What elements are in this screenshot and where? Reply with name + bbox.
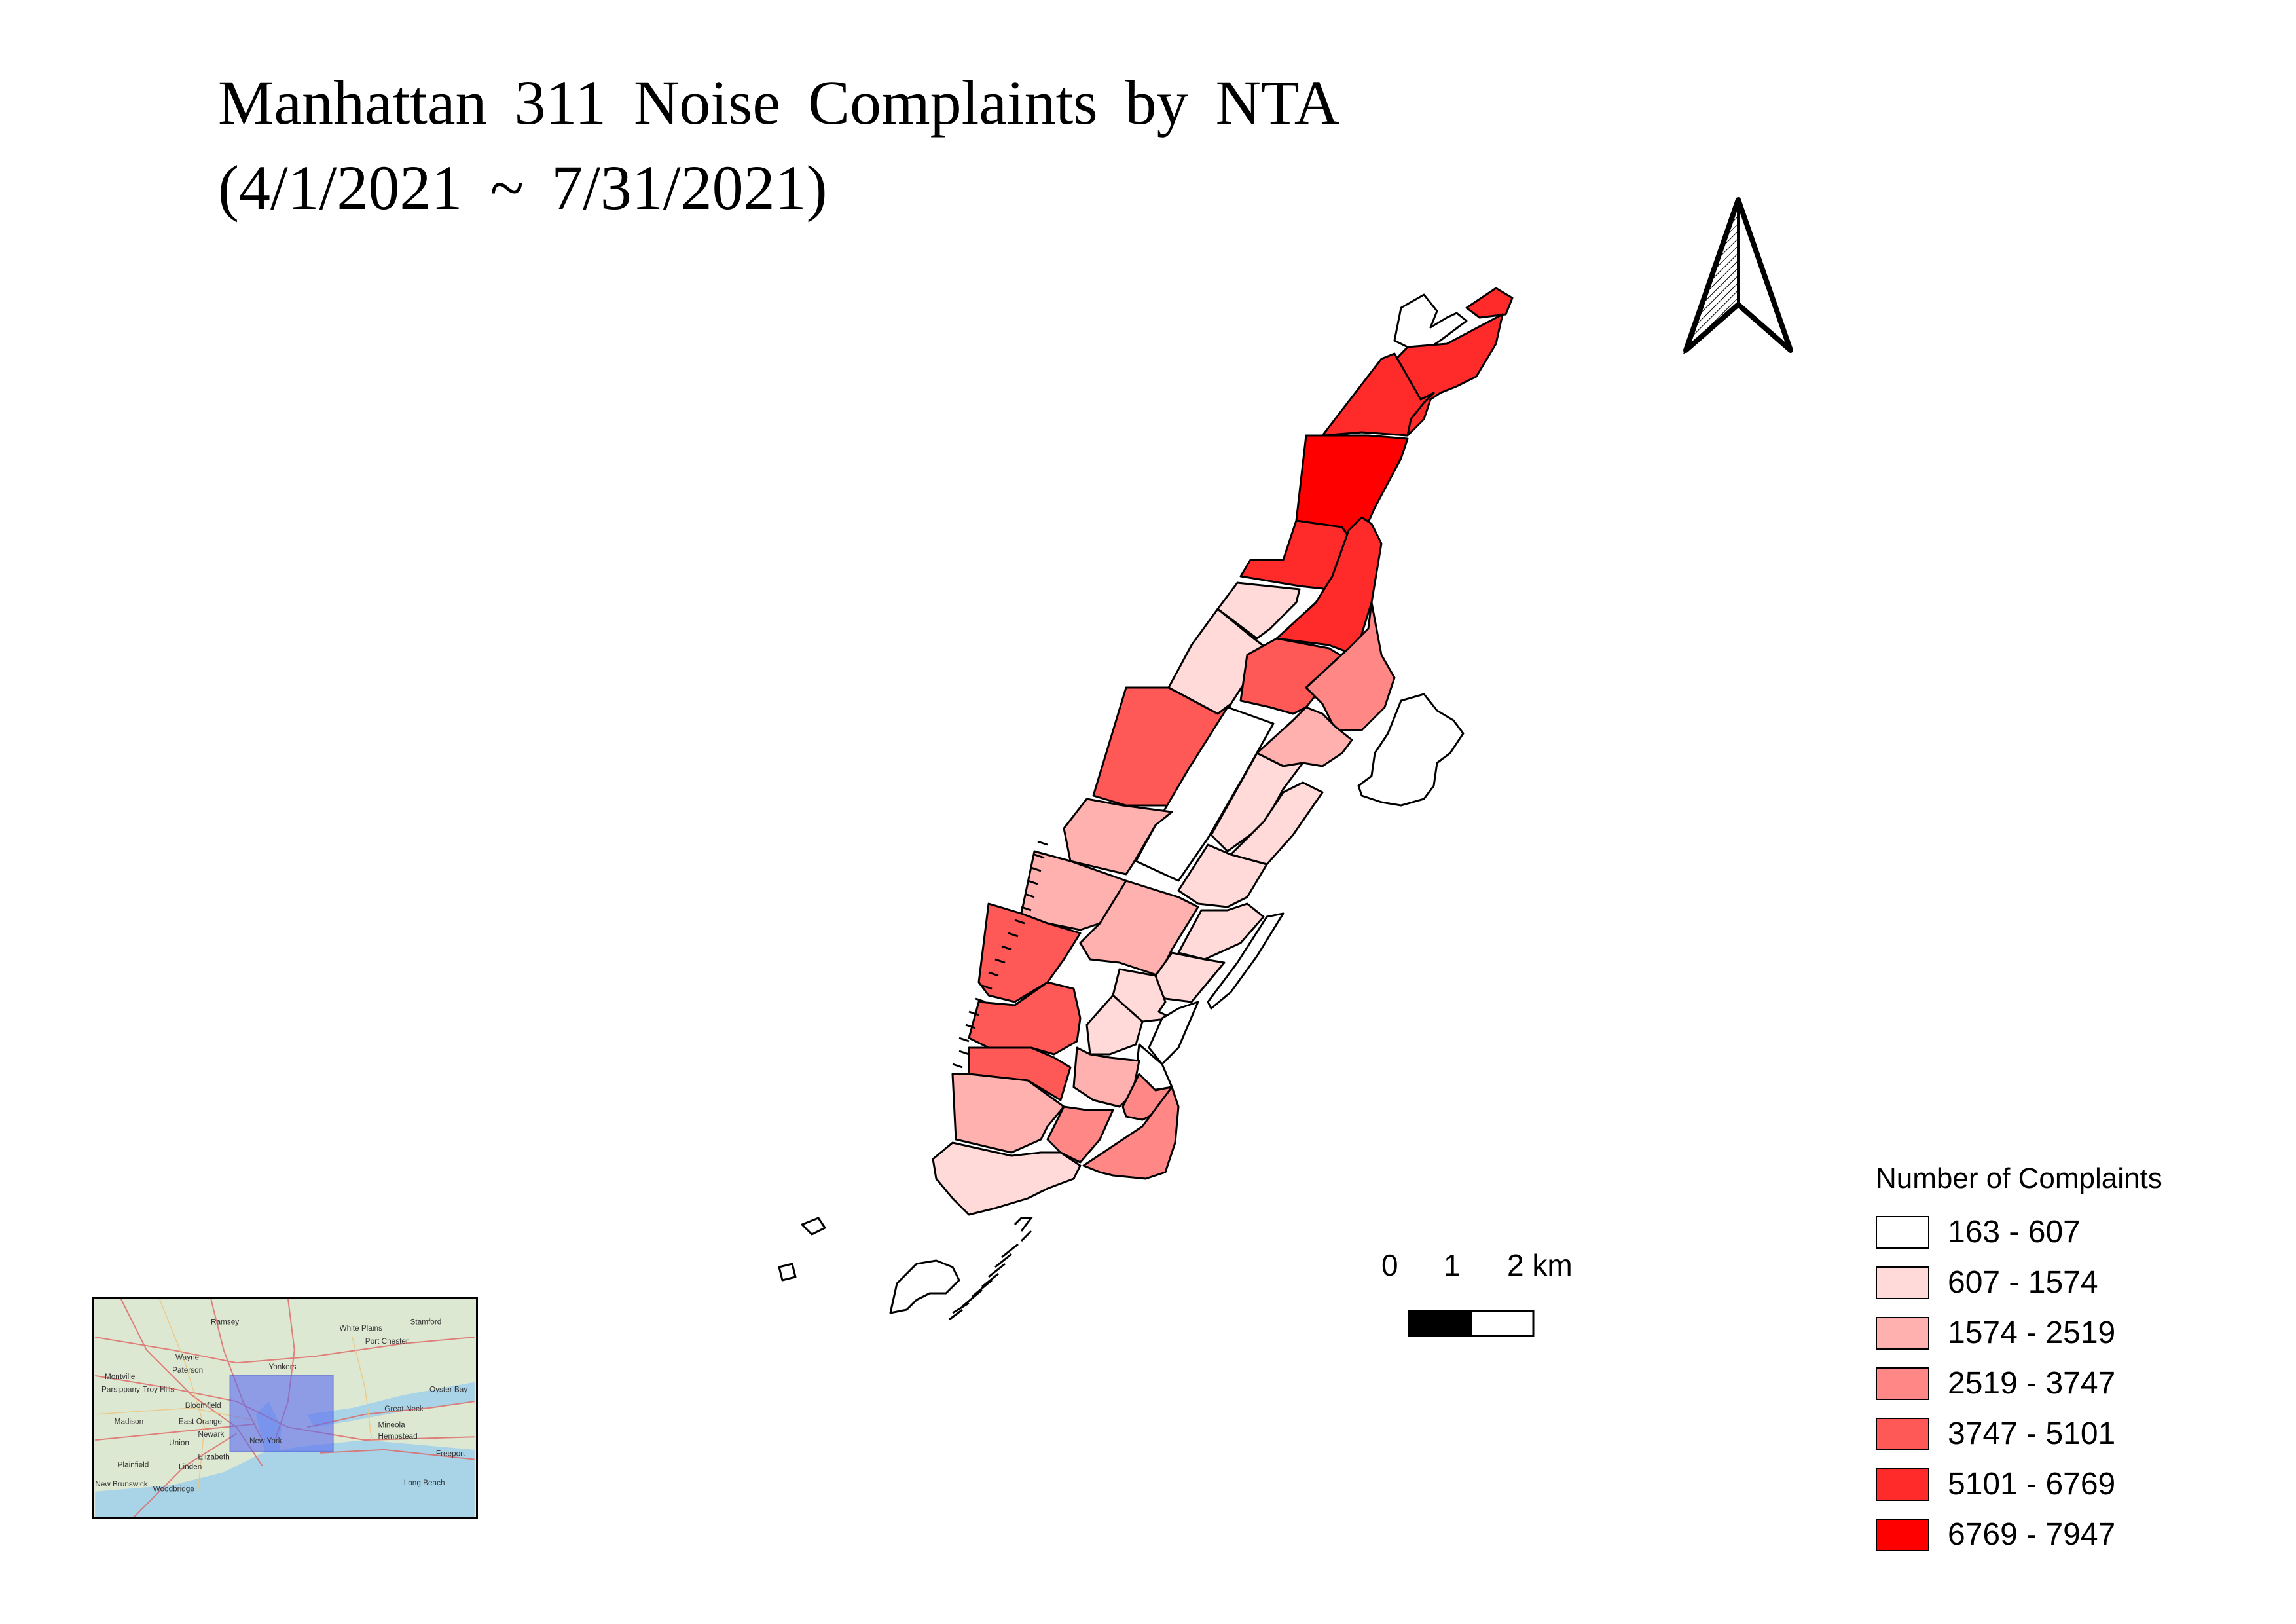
inset-label-yonkers: Yonkers <box>268 1363 296 1371</box>
legend-item: 607 - 1574 <box>1876 1257 2242 1308</box>
inset-label-white-plains: White Plains <box>340 1324 383 1333</box>
inset-label-woodbridge: Woodbridge <box>153 1485 195 1494</box>
nta-central-park[interactable] <box>1135 706 1275 882</box>
inset-label-ramsey: Ramsey <box>211 1318 239 1326</box>
legend-swatch <box>1876 1266 1929 1299</box>
legend-label: 6769 - 7947 <box>1948 1517 2116 1552</box>
north-arrow-icon <box>1683 197 1793 355</box>
map-title-line-2: (4/1/2021 ~ 7/31/2021) <box>218 153 828 223</box>
map-title-line-1: Manhattan 311 Noise Complaints by NTA <box>218 67 1340 138</box>
nta-battery-park-financial-district[interactable] <box>932 1141 1082 1216</box>
inset-label-great-neck: Great Neck <box>384 1405 424 1413</box>
scale-bar: 0 1 2 km <box>1381 1247 1604 1346</box>
scale-label-1: 1 <box>1444 1248 1461 1282</box>
inset-label-east-orange: East Orange <box>179 1418 223 1426</box>
inset-label-hempstead: Hempstead <box>378 1432 417 1441</box>
inset-label-wayne: Wayne <box>175 1353 200 1361</box>
inset-label-parsippany: Parsippany-Troy Hills <box>101 1385 174 1393</box>
legend-label: 163 - 607 <box>1948 1215 2081 1249</box>
nta-governors-island[interactable] <box>889 1259 960 1314</box>
inset-label-montville: Montville <box>105 1373 136 1381</box>
legend-title: Number of Complaints <box>1876 1162 2162 1194</box>
legend-label: 2519 - 3747 <box>1948 1366 2116 1401</box>
legend-label: 607 - 1574 <box>1948 1265 2098 1300</box>
pier <box>952 840 1048 1069</box>
nta-east-harlem-north[interactable] <box>1305 601 1396 731</box>
nta-washington-heights-south[interactable] <box>1295 434 1409 538</box>
inset-label-mineola: Mineola <box>378 1420 405 1429</box>
inset-label-linden: Linden <box>179 1462 202 1471</box>
inset-locator-map: Stamford Yonkers Paterson White Plains P… <box>92 1297 478 1519</box>
nta-hamilton-heights[interactable] <box>1239 519 1350 591</box>
legend-swatch <box>1876 1467 1929 1501</box>
nta-yorkville[interactable] <box>1230 781 1324 866</box>
pier <box>949 1217 1033 1321</box>
legend: Number of Complaints 163 - 607 607 - 1574… <box>1876 1162 2242 1560</box>
legend-swatch <box>1876 1316 1929 1350</box>
legend-item: 2519 - 3747 <box>1876 1358 2242 1409</box>
nta-ellis-island[interactable] <box>778 1263 797 1282</box>
nta-inwood-north[interactable] <box>1465 287 1514 319</box>
map-title: Manhattan 311 Noise Complaints by NTA (4… <box>218 60 1339 231</box>
inset-label-stamford: Stamford <box>410 1318 442 1326</box>
inset-map-graphic: Stamford Yonkers Paterson White Plains P… <box>95 1299 475 1517</box>
inset-label-newark: Newark <box>198 1430 224 1439</box>
legend-swatch <box>1876 1518 1929 1551</box>
inset-label-elizabeth: Elizabeth <box>198 1453 229 1462</box>
legend-swatch <box>1876 1215 1929 1249</box>
nta-gramercy[interactable] <box>1085 994 1144 1056</box>
nta-manhattanville[interactable] <box>1216 581 1301 640</box>
legend-item: 5101 - 6769 <box>1876 1459 2242 1509</box>
nta-turtle-bay[interactable] <box>1177 902 1265 961</box>
legend-item: 163 - 607 <box>1876 1207 2242 1257</box>
legend-item: 3747 - 5101 <box>1876 1409 2242 1459</box>
inset-label-oyster-bay: Oyster Bay <box>429 1385 467 1393</box>
nta-liberty-island[interactable] <box>801 1217 826 1236</box>
nta-chinatown[interactable] <box>1046 1105 1114 1164</box>
inset-label-union: Union <box>169 1439 189 1447</box>
nta-kips-bay[interactable] <box>1148 1001 1199 1065</box>
nta-randalls-island[interactable] <box>1357 693 1465 807</box>
nta-chelsea[interactable] <box>968 981 1082 1056</box>
scale-bar-graphic <box>1408 1310 1535 1337</box>
legend-swatch <box>1876 1417 1929 1450</box>
inset-label-long-beach: Long Beach <box>404 1479 445 1487</box>
inset-label-paterson: Paterson <box>172 1366 203 1375</box>
legend-label: 5101 - 6769 <box>1948 1467 2116 1502</box>
legend-items: 163 - 607 607 - 1574 1574 - 2519 2519 - 374… <box>1876 1207 2242 1560</box>
nta-upper-west-side-south[interactable] <box>1063 798 1173 876</box>
scale-label-0: 0 <box>1381 1248 1398 1282</box>
scale-label-2: 2 km <box>1507 1248 1573 1282</box>
legend-item: 1574 - 2519 <box>1876 1308 2242 1358</box>
inset-label-freeport: Freeport <box>436 1450 465 1458</box>
inset-label-new-york: New York <box>249 1437 282 1445</box>
legend-swatch <box>1876 1367 1929 1400</box>
inset-label-bloomfield: Bloomfield <box>185 1401 221 1410</box>
nta-washington-heights-north[interactable] <box>1321 352 1435 437</box>
nta-lower-east-side[interactable] <box>1082 1086 1180 1180</box>
nta-soho-tribeca[interactable] <box>951 1073 1065 1154</box>
inset-label-new-brunswick: New Brunswick <box>95 1480 148 1488</box>
nta-hudson-yards[interactable] <box>977 902 1082 1003</box>
inset-label-madison: Madison <box>115 1418 143 1426</box>
nta-midtown-north[interactable] <box>1079 879 1199 977</box>
nta-lenox-hill[interactable] <box>1177 843 1268 908</box>
legend-label: 3747 - 5101 <box>1948 1416 2116 1451</box>
nta-roosevelt-island[interactable] <box>1207 912 1285 1010</box>
legend-label: 1574 - 2519 <box>1948 1316 2116 1350</box>
legend-item: 6769 - 7947 <box>1876 1509 2242 1560</box>
inset-label-port-chester: Port Chester <box>365 1337 409 1346</box>
inset-label-plainfield: Plainfield <box>118 1460 149 1469</box>
